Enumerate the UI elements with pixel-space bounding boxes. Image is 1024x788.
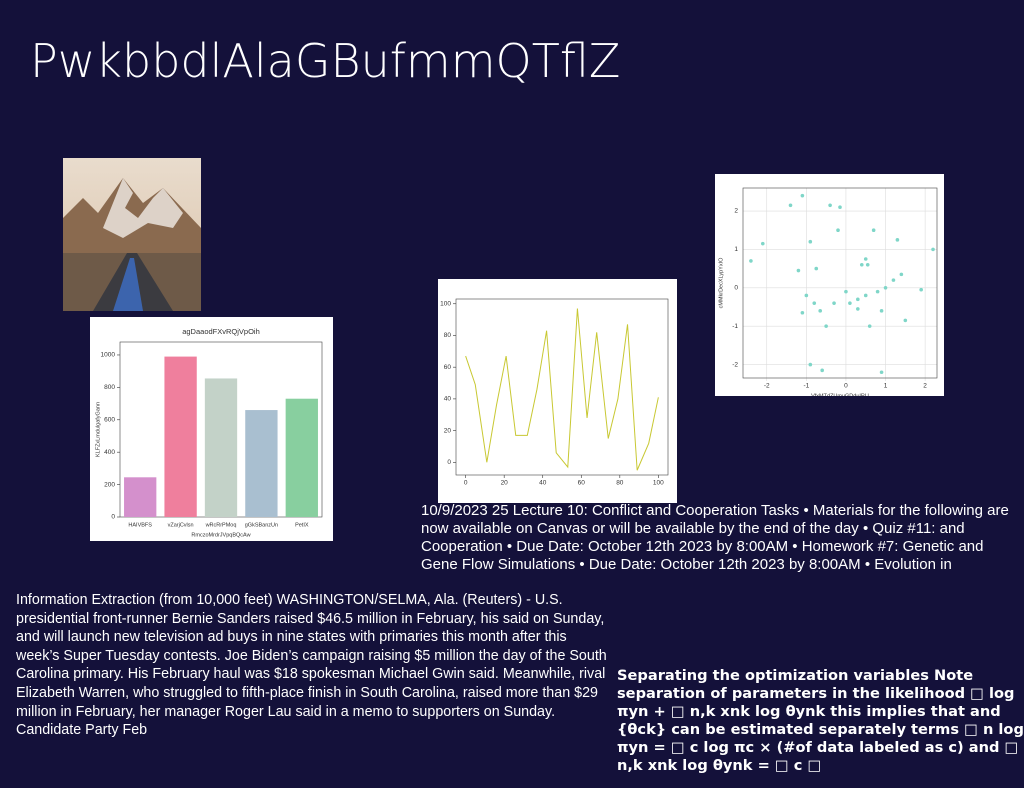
y-tick-label: 800 bbox=[104, 384, 115, 391]
scatter-point bbox=[828, 203, 832, 208]
lecture-text: 10/9/2023 25 Lecture 10: Conflict and Co… bbox=[421, 502, 1024, 576]
scatter-point bbox=[848, 301, 852, 305]
slide-title: PwkbbdlAlaGBufmmQTflZ bbox=[30, 34, 621, 88]
scatter-point bbox=[865, 262, 870, 267]
scatter-point bbox=[879, 309, 884, 313]
y-tick-label: 100 bbox=[440, 300, 451, 307]
line-series bbox=[465, 308, 659, 471]
scatter-point bbox=[863, 257, 868, 261]
scatter-point bbox=[891, 278, 896, 282]
photo bbox=[63, 158, 201, 311]
scatter-chart: VfxMTdZUmuGDduIRU cMMkrDecXLypYxIO -2 -1 0 1 2… bbox=[715, 174, 944, 396]
scatter-point bbox=[879, 370, 884, 375]
scatter-point bbox=[836, 228, 840, 233]
y-tick-label: 1000 bbox=[101, 352, 116, 359]
x-tick-label: 0 bbox=[844, 383, 848, 390]
y-tick-label: 80 bbox=[444, 332, 452, 339]
y-axis-label: cMMkrDecXLypYxIO bbox=[718, 257, 724, 309]
bar bbox=[204, 378, 238, 517]
y-tick-label: 40 bbox=[444, 396, 452, 403]
bar bbox=[245, 410, 278, 517]
x-tick-label: PetIX bbox=[295, 522, 309, 528]
scatter-point bbox=[749, 259, 753, 263]
x-tick-label: 1 bbox=[884, 383, 888, 390]
y-tick-label: -1 bbox=[732, 323, 738, 330]
scatter-point bbox=[903, 318, 908, 323]
chart-title: agDaaodFXvRQjVpOih bbox=[182, 327, 260, 336]
line-chart: 0 20 40 60 80 100 0 20 40 60 80 100 bbox=[438, 279, 677, 503]
scatter-point bbox=[832, 301, 836, 305]
scatter-point bbox=[818, 309, 823, 313]
lecture-paragraph: 10/9/2023 25 Lecture 10: Conflict and Co… bbox=[421, 502, 1009, 573]
y-tick-label: 20 bbox=[444, 427, 452, 434]
y-tick-label: 0 bbox=[447, 459, 451, 466]
scatter-point bbox=[895, 238, 900, 242]
x-tick-label: 40 bbox=[539, 480, 547, 487]
scatter-point bbox=[808, 239, 813, 244]
plot-frame bbox=[742, 187, 938, 379]
scatter-point bbox=[824, 324, 828, 328]
y-tick-label: -2 bbox=[732, 361, 738, 368]
ml-text: Separating the optimization variables No… bbox=[617, 667, 1024, 774]
scatter-point bbox=[808, 362, 813, 367]
x-tick-label: vZarjCvlsn bbox=[168, 522, 194, 528]
scatter-point bbox=[875, 289, 880, 294]
plot-frame bbox=[455, 298, 669, 476]
bar-chart: agDaaodFXvRQjVpOih RmczoMrdrJVpqBQcAw KLFZ… bbox=[90, 317, 333, 541]
y-tick-label: 1 bbox=[734, 246, 738, 253]
y-tick-label: 2 bbox=[734, 208, 738, 215]
scatter-point bbox=[760, 241, 765, 246]
y-tick-label: 0 bbox=[111, 514, 115, 521]
y-tick-label: 0 bbox=[734, 285, 738, 292]
y-tick-label: 200 bbox=[104, 481, 115, 488]
scatter-point bbox=[788, 203, 793, 208]
x-tick-label: 80 bbox=[616, 480, 624, 487]
scatter-point bbox=[919, 287, 923, 292]
x-tick-label: wRcRrPMoq bbox=[205, 522, 237, 528]
y-tick-label: 600 bbox=[104, 416, 115, 423]
x-tick-label: HAIVBFS bbox=[128, 522, 152, 528]
y-axis-label: KLFZxLmdulgafyGann bbox=[95, 402, 101, 457]
scatter-point bbox=[867, 324, 872, 328]
x-tick-label: gGkSBanzUn bbox=[245, 522, 278, 528]
bar bbox=[285, 398, 318, 517]
x-tick-label: 20 bbox=[501, 480, 509, 487]
scatter-point bbox=[859, 262, 864, 267]
scatter-point bbox=[804, 293, 809, 298]
x-tick-label: -1 bbox=[803, 383, 809, 390]
news-text: Information Extraction (from 10,000 feet… bbox=[16, 592, 607, 739]
x-tick-label: 2 bbox=[923, 383, 927, 390]
x-tick-label: 100 bbox=[653, 480, 664, 487]
x-tick-label: 0 bbox=[464, 480, 468, 487]
scatter-point bbox=[796, 268, 801, 273]
scatter-point bbox=[812, 301, 817, 305]
scatter-point bbox=[931, 247, 935, 252]
scatter-point bbox=[800, 193, 805, 198]
scatter-point bbox=[856, 297, 860, 302]
scatter-point bbox=[871, 228, 876, 233]
x-axis-label: VfxMTdZUmuGDduIRU bbox=[811, 393, 869, 396]
scatter-point bbox=[844, 289, 848, 294]
scatter-point bbox=[838, 205, 842, 209]
bar bbox=[164, 356, 197, 517]
x-tick-label: 60 bbox=[578, 480, 586, 487]
scatter-point bbox=[863, 293, 868, 298]
scatter-point bbox=[820, 368, 824, 373]
bar bbox=[124, 477, 157, 517]
scatter-point bbox=[899, 272, 904, 277]
scatter-point bbox=[856, 307, 860, 311]
scatter-point bbox=[800, 310, 805, 315]
scatter-point bbox=[883, 285, 888, 290]
y-tick-label: 400 bbox=[104, 449, 115, 456]
x-tick-label: -2 bbox=[764, 383, 770, 390]
x-axis-label: RmczoMrdrJVpqBQcAw bbox=[191, 532, 250, 538]
y-tick-label: 60 bbox=[444, 364, 452, 371]
scatter-point bbox=[814, 266, 819, 271]
